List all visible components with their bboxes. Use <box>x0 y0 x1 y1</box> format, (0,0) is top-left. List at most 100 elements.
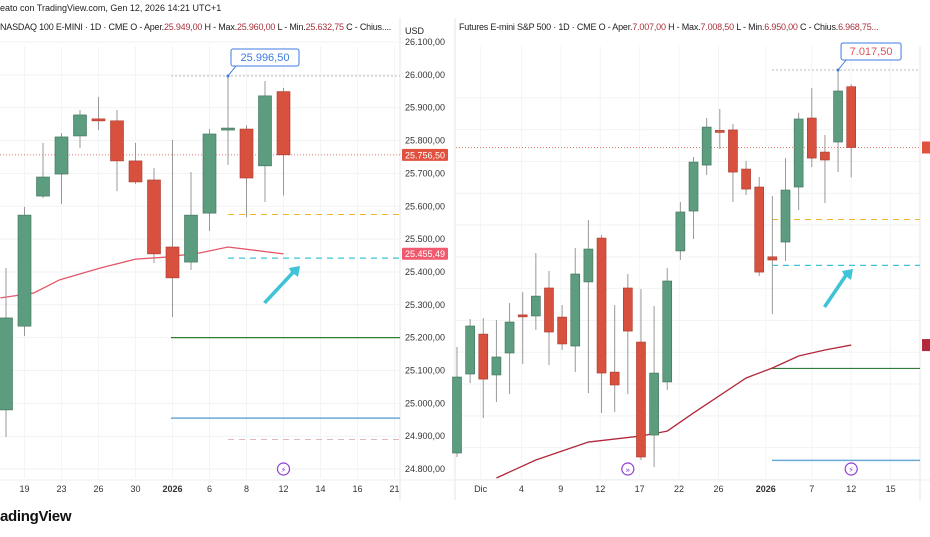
candle <box>517 291 528 364</box>
date-tick-label: 22 <box>674 484 684 494</box>
price-tick-label: 25.900,00 <box>405 103 445 113</box>
date-tick-label: 12 <box>595 484 605 494</box>
date-tick-label: 8 <box>244 484 249 494</box>
candle-body <box>583 248 594 283</box>
candle <box>780 158 791 261</box>
callout-dot <box>836 68 840 72</box>
date-tick-label: Dic <box>474 484 487 494</box>
candle <box>649 305 659 468</box>
lightning-icon <box>844 462 858 476</box>
date-tick-label: 4 <box>519 484 524 494</box>
moving-average-tag-partial <box>922 339 930 352</box>
candle-body <box>184 214 198 263</box>
date-tick-label: 16 <box>352 484 362 494</box>
current-price-tag-bg <box>402 148 448 161</box>
candle-body <box>701 126 712 166</box>
candle <box>754 177 765 277</box>
candle-body <box>833 90 843 143</box>
currency-label: USD <box>405 26 425 36</box>
candle <box>557 305 567 350</box>
candle-body <box>754 186 765 273</box>
candle <box>583 220 594 394</box>
candle-body <box>623 287 633 332</box>
candle-body <box>544 287 554 333</box>
open-value: 7.007,00 <box>632 22 666 32</box>
price-tick-label: 25.600,00 <box>405 201 445 211</box>
candle <box>147 168 161 264</box>
moving-average-price-tag-bg <box>402 247 448 260</box>
candle-body <box>636 341 646 458</box>
candle <box>128 142 143 184</box>
candle <box>623 273 633 395</box>
low-value: 25.632,75 <box>305 22 344 32</box>
candle <box>846 84 857 178</box>
candle <box>806 87 817 167</box>
lightning-icon-glyph: ⚡ <box>848 466 854 475</box>
candle <box>504 303 515 395</box>
candle-body <box>258 95 272 167</box>
candle <box>221 75 235 165</box>
date-tick-label: 30 <box>130 484 140 494</box>
candle-body <box>688 161 699 212</box>
candle <box>91 96 106 131</box>
candle-body <box>91 118 106 122</box>
candle <box>636 289 646 461</box>
candle <box>276 87 291 196</box>
moving-average-line <box>496 344 852 479</box>
candle-body <box>714 130 725 133</box>
candle-body <box>820 151 830 161</box>
low-label: L - Min. <box>277 22 306 32</box>
candle-body <box>517 314 528 318</box>
candle <box>793 112 804 211</box>
lightning-icon <box>276 462 291 476</box>
high-callout-box <box>840 42 902 61</box>
close-label: C - Chius.... <box>346 22 392 32</box>
high-callout-box <box>230 48 300 67</box>
candle-body <box>728 129 738 173</box>
candle <box>465 318 475 384</box>
high-label: H - Max. <box>668 22 701 32</box>
price-tick-label: 25.000,00 <box>405 398 445 408</box>
date-tick-label: 12 <box>278 484 288 494</box>
open-value: 25.949,00 <box>163 22 203 32</box>
date-tick-label: 6 <box>207 484 212 494</box>
candle <box>36 142 50 199</box>
candle <box>596 235 607 413</box>
candle-body <box>452 376 462 454</box>
date-tick-label: 17 <box>635 484 645 494</box>
candle-body <box>17 214 32 327</box>
candle <box>54 132 69 204</box>
open-label: O - Aper. <box>130 22 164 32</box>
arrow-in-circle-icon-glyph: » <box>625 466 630 475</box>
date-tick-label: 9 <box>558 484 563 494</box>
date-tick-label: 2026 <box>162 484 182 494</box>
price-tick-label: 26.000,00 <box>405 70 445 80</box>
candle-body <box>0 317 13 411</box>
price-tick-label: 25.700,00 <box>405 168 445 178</box>
candle-body <box>165 246 180 279</box>
left_chart-plot: 25.996,50 19 23 26 30 2026 6 8 12 14 16 21 ⚡ <box>0 41 400 494</box>
candle-body <box>110 120 124 162</box>
date-tick-label: 15 <box>886 484 896 494</box>
right_chart-plot: 7.017,50 Dic 4 9 12 17 22 26 2026 7 12 15 » ⚡ <box>452 42 920 494</box>
low-value: 6.950,00 <box>764 22 798 32</box>
candle-body <box>147 179 161 255</box>
candle-body <box>557 316 567 345</box>
price-tick-label: 25.300,00 <box>405 300 445 310</box>
candle <box>202 129 217 231</box>
high-label: H - Max. <box>204 22 238 32</box>
candle <box>73 109 87 149</box>
candle <box>478 318 489 419</box>
candle-body <box>73 114 87 137</box>
tradingview-logo: adingView <box>0 508 72 525</box>
candle <box>728 124 738 202</box>
candle-body <box>741 168 751 190</box>
candle-body <box>491 356 502 376</box>
candle-body <box>36 176 50 197</box>
candle-body <box>202 133 217 214</box>
candle <box>833 70 843 173</box>
candle <box>0 268 13 437</box>
candle-body <box>54 136 69 175</box>
price-tick-label: 26.100,00 <box>405 37 445 47</box>
